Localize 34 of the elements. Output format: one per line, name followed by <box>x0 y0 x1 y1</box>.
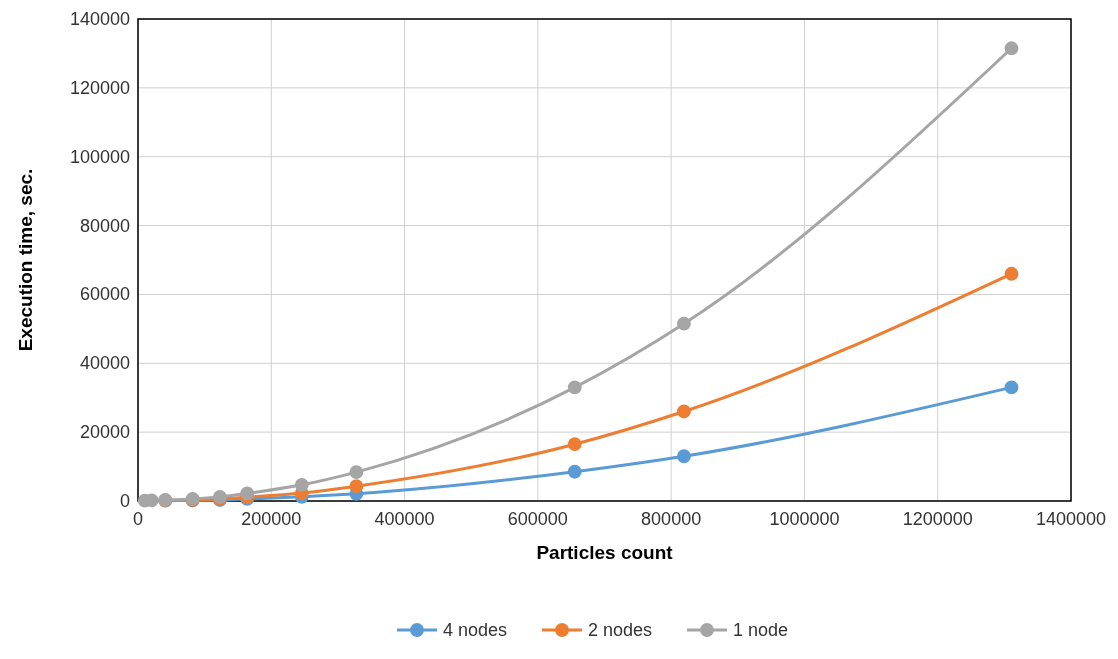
x-tick-label: 400000 <box>374 509 435 529</box>
y-tick-label: 40000 <box>79 353 130 374</box>
x-tick-label: 200000 <box>241 509 302 529</box>
point <box>240 486 255 501</box>
point <box>677 449 691 464</box>
y-tick-label: 80000 <box>79 215 130 236</box>
point <box>567 437 582 452</box>
point <box>1004 380 1019 395</box>
point <box>349 465 364 479</box>
legend-label: 2 nodes <box>588 620 653 640</box>
y-tick-label: 140000 <box>69 9 130 29</box>
y-tick-label: 20000 <box>79 422 130 443</box>
point <box>677 316 691 331</box>
x-tick-label: 1200000 <box>902 509 973 529</box>
y-tick-label: 60000 <box>79 284 130 305</box>
y-tick-label: 120000 <box>69 77 130 98</box>
legend-label: 1 node <box>733 620 789 640</box>
x-tick-label: 1000000 <box>769 509 840 529</box>
y-tick-label: 0 <box>119 491 130 511</box>
point <box>567 380 582 395</box>
x-tick-label: 800000 <box>641 509 702 529</box>
y-axis-title: Execution time, sec. <box>15 168 36 352</box>
point <box>567 464 582 479</box>
x-axis-title: Particles count <box>536 542 674 563</box>
point <box>1004 266 1019 281</box>
y-tick-label: 100000 <box>69 146 130 167</box>
legend-label: 4 nodes <box>443 620 508 640</box>
x-tick-label: 600000 <box>507 509 568 529</box>
x-tick-label: 1400000 <box>1035 509 1107 529</box>
x-tick-label: 0 <box>132 509 144 529</box>
point <box>677 404 691 419</box>
point <box>294 477 309 492</box>
point <box>349 479 364 494</box>
point <box>1004 41 1019 56</box>
